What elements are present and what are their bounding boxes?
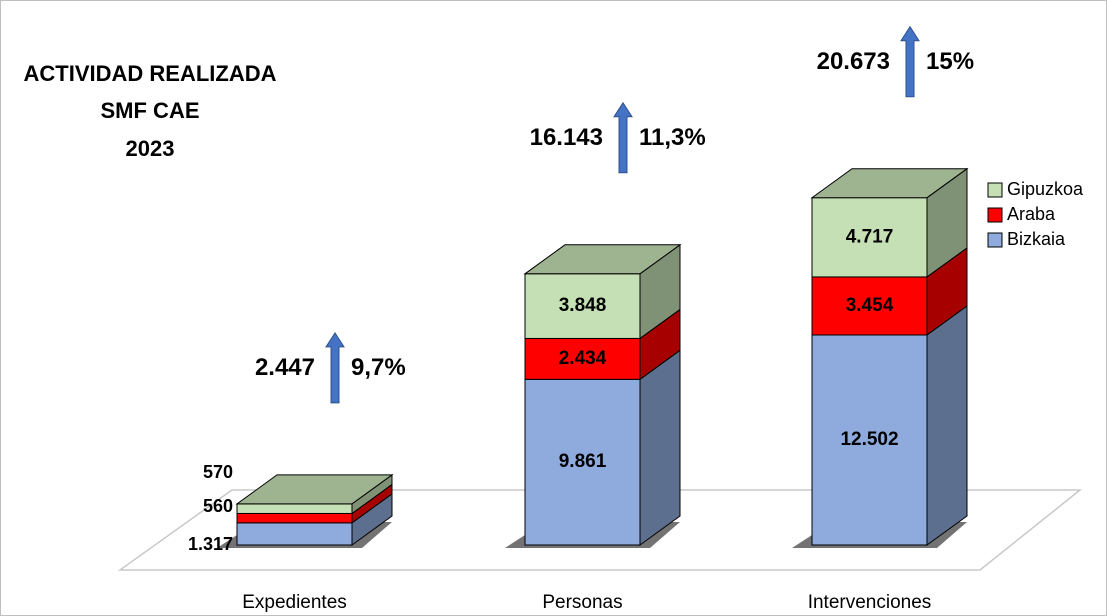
chart-title: ACTIVIDAD REALIZADA [24,61,277,86]
bar-top [810,168,969,199]
bar-segment [524,273,641,339]
data-label: 3.454 [846,295,894,316]
bar-segment [524,337,641,380]
x-tick-label: Intervenciones [808,592,932,613]
bar-side [926,304,968,546]
data-label: 3.848 [559,295,607,316]
legend-swatch [987,207,1003,223]
legend-swatch [987,232,1003,248]
annotation-total: 16.143 [530,124,603,151]
annotation-arrow [325,331,345,404]
data-label: 560 [203,496,233,516]
legend-label: Bizkaia [1007,229,1066,249]
bar-segment [811,197,928,278]
data-label: 2.434 [559,348,607,369]
bar-segment [236,503,353,514]
data-label: 570 [203,462,233,482]
annotation-change: 9,7% [351,354,406,381]
bar-top [235,474,394,505]
annotation-total: 20.673 [817,48,890,75]
chart-title: SMF CAE [101,98,200,123]
legend-swatch [987,182,1003,198]
data-label: 1.317 [188,534,233,554]
annotation-change: 15% [926,48,974,75]
legend-label: Araba [1007,204,1056,224]
data-label: 12.502 [840,429,898,450]
annotation-total: 2.447 [255,354,315,381]
x-tick-label: Expedientes [242,592,347,613]
bar-segment [811,334,928,546]
x-tick-label: Personas [542,592,622,613]
annotation-arrow [613,101,633,174]
bar-segment [236,512,353,524]
data-label: 4.717 [846,226,894,247]
bar-segment [236,522,353,546]
annotation-arrow [900,25,920,98]
bar-top [523,244,682,275]
data-label: 9.861 [559,451,607,472]
annotation-change: 11,3% [639,124,706,151]
bar-segment [524,378,641,546]
legend-label: Gipuzkoa [1007,179,1084,199]
bar-segment [811,276,928,336]
bar-side [639,349,681,546]
chart-title: 2023 [126,136,175,161]
